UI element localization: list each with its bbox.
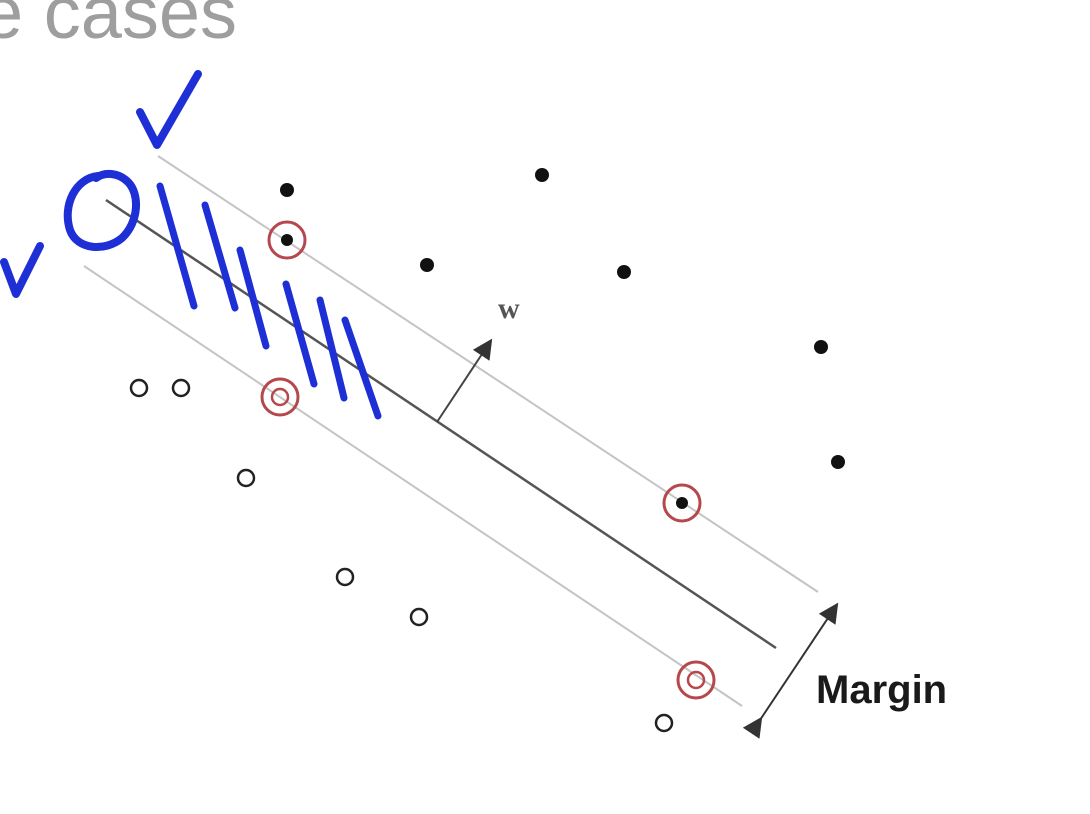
support-vector-ring [676,660,716,700]
negative-point [686,670,706,690]
positive-point [420,258,434,272]
negative-point [409,607,429,627]
negative-point [171,378,191,398]
positive-support-vectors [267,220,702,523]
margin-label: Margin [816,668,947,712]
positive-class-points [280,168,845,469]
positive-point [831,455,845,469]
hatch-marks [156,182,382,420]
slide-title-fragment: e cases [0,0,237,54]
checkmark-icon [0,242,44,298]
positive-point [676,497,688,509]
negative-point [270,387,290,407]
circle-annotation-icon [63,169,141,252]
lower-margin-line [83,265,743,707]
positive-point [280,183,294,197]
positive-point [281,234,293,246]
handwritten-annotations [0,70,382,420]
negative-point [335,567,355,587]
upper-margin-line [157,155,819,593]
weight-vector-label: w [498,292,520,325]
negative-support-vectors [260,377,716,700]
decision-hyperplane [105,198,777,650]
positive-point [535,168,549,182]
negative-point [654,713,674,733]
positive-point [617,265,631,279]
negative-point [129,378,149,398]
support-vector-ring [662,483,702,523]
support-vector-ring [267,220,307,260]
support-vector-ring [260,377,300,417]
negative-class-points [129,378,674,733]
margin-width-arrow [742,602,839,739]
negative-point [236,468,256,488]
weight-vector-arrow [436,338,493,423]
positive-point [814,340,828,354]
checkmark-icon [136,70,202,149]
